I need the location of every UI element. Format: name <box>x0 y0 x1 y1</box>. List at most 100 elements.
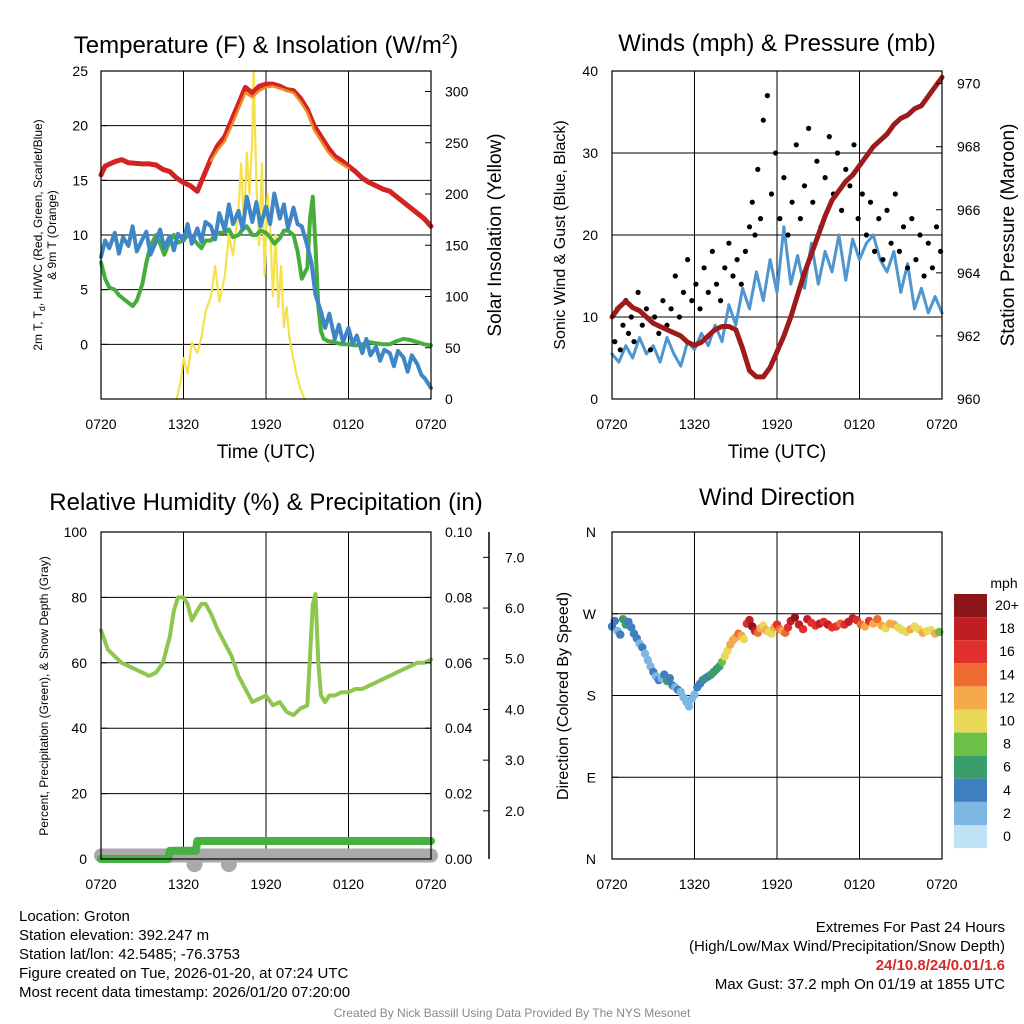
gust-point <box>631 339 637 345</box>
x-tick-label: 0720 <box>415 416 446 432</box>
gust-point <box>730 273 736 279</box>
gust-point <box>896 248 903 254</box>
y3-tick-label: 6.0 <box>505 600 525 616</box>
title-superscript: 2 <box>442 31 450 48</box>
y-tick-label: 60 <box>71 655 87 671</box>
winds-chart-title: Winds (mph) & Pressure (mb) <box>618 30 935 57</box>
y-tick-label: 20 <box>582 227 598 243</box>
gust-point <box>785 232 791 238</box>
y-axis-label: Direction (Colored By Speed) <box>555 592 572 800</box>
legend-label: 8 <box>1003 736 1011 752</box>
title-end: ) <box>450 32 458 59</box>
y-axis-label: Sonic Wind & Gust (Blue, Black) <box>552 120 569 349</box>
y2-tick-label: 250 <box>445 135 469 151</box>
x-tick-label: 0720 <box>85 416 116 432</box>
x-tick-label: 1920 <box>761 416 792 432</box>
extremes-values: 24/10.8/24/0.01/1.6 <box>875 957 1005 974</box>
gust-point <box>801 183 808 189</box>
gust-point <box>764 93 771 99</box>
wind-direction-point <box>643 655 652 665</box>
y2-tick-label: 0.10 <box>445 524 472 540</box>
gust-point <box>872 248 878 254</box>
y-tick-label: 30 <box>582 145 598 161</box>
y3-tick-label: 3.0 <box>505 752 525 768</box>
wind-direction-point <box>723 646 732 656</box>
x-tick-label: 0120 <box>844 876 875 892</box>
wind-direction-point <box>610 616 619 626</box>
gust-point <box>647 347 654 353</box>
x-tick-label: 1920 <box>250 876 281 892</box>
y2-tick-label: 0.08 <box>445 589 472 605</box>
x-tick-label: 0720 <box>415 876 446 892</box>
y2-tick-label: 964 <box>957 265 981 281</box>
gust-point <box>617 347 623 353</box>
y-tick-label: 10 <box>582 309 598 325</box>
wind-direction-point <box>739 635 749 644</box>
station-info: Location: Groton Station elevation: 392.… <box>19 907 350 1002</box>
legend-label: 4 <box>1003 782 1011 798</box>
humidity-panel-frame <box>100 531 432 860</box>
extremes-info: Extremes For Past 24 Hours (High/Low/Max… <box>689 918 1005 994</box>
x-axis-label: Time (UTC) <box>728 442 827 463</box>
y2-tick-label: 0.06 <box>445 655 472 671</box>
legend-swatch <box>954 778 987 802</box>
y2-tick-label: 0.02 <box>445 786 472 802</box>
x-tick-label: 1320 <box>679 876 710 892</box>
elevation-text: Station elevation: 392.247 m <box>19 927 210 944</box>
legend-swatch <box>954 801 987 825</box>
station-pressure-line <box>609 74 945 380</box>
y-tick-label: 40 <box>71 720 87 736</box>
x-tick-label: 1920 <box>250 416 281 432</box>
gust-point <box>888 240 894 246</box>
gust-point <box>705 289 711 295</box>
wind-direction-point <box>616 630 625 639</box>
gust-point <box>742 248 749 254</box>
y-tick-label: N <box>586 851 596 867</box>
wind-direction-point <box>745 615 754 625</box>
y2-tick-label: 970 <box>957 76 981 92</box>
gust-point <box>834 150 841 156</box>
wind-direction-point <box>638 643 647 652</box>
y-tick-label: 0 <box>590 391 598 407</box>
wind-direction-point <box>798 625 808 634</box>
gust-point <box>709 248 716 254</box>
gust-point <box>643 306 650 312</box>
y-tick-label: 80 <box>71 589 87 605</box>
legend-swatch <box>954 755 987 779</box>
created-text: Figure created on Tue, 2026-01-20, at 07… <box>19 965 349 982</box>
legend-swatch <box>954 825 987 849</box>
gust-point <box>668 306 674 312</box>
x-tick-label: 0720 <box>596 876 627 892</box>
heat-index-wind-chill-line <box>99 191 433 391</box>
gust-point <box>734 257 740 263</box>
gust-point <box>797 216 804 222</box>
y2-axis-label: Station Pressure (Maroon) <box>998 124 1019 347</box>
gust-point <box>851 142 857 148</box>
y-tick-label: W <box>583 606 597 622</box>
legend-label: 6 <box>1003 759 1011 775</box>
legend-label: 16 <box>999 643 1015 659</box>
gust-point <box>660 298 666 304</box>
gust-point <box>810 199 816 205</box>
gust-point <box>867 199 874 205</box>
gust-point <box>676 314 683 320</box>
y-tick-label: 0 <box>79 851 87 867</box>
gust-point <box>884 207 890 213</box>
gust-point <box>752 232 758 238</box>
legend-label: 20+ <box>995 597 1019 613</box>
y-axis-label: Percent, Precipitation (Green), & Snow D… <box>37 556 51 835</box>
y2-tick-label: 962 <box>957 328 981 344</box>
legend-swatch <box>954 732 987 756</box>
y3-tick-label: 2.0 <box>505 803 525 819</box>
wind-direction-point <box>783 623 793 632</box>
gust-point <box>806 125 812 131</box>
legend-label: 12 <box>999 689 1015 705</box>
y-axis-label-line2: & 9m T (Orange) <box>45 190 59 280</box>
gust-point <box>929 265 936 271</box>
gust-point <box>680 289 687 295</box>
gust-point <box>612 339 618 345</box>
y3-tick-label: 4.0 <box>505 701 525 717</box>
snow-depth-blob <box>186 856 203 873</box>
y-tick-label: S <box>587 688 596 704</box>
